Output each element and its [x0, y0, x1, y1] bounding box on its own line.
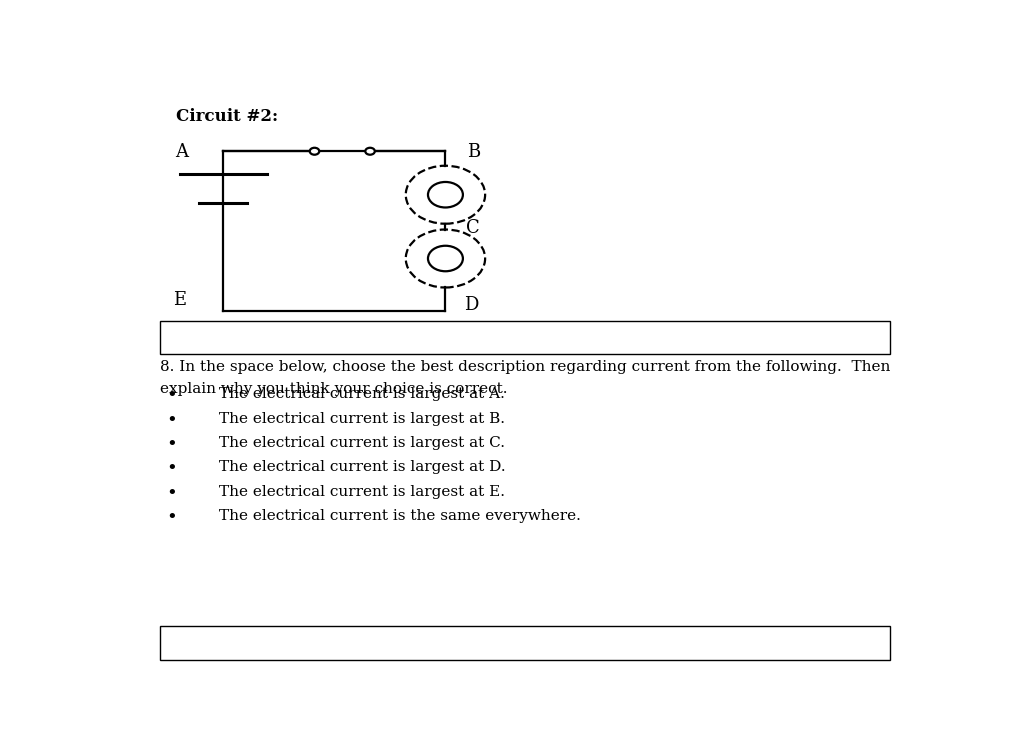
Text: The electrical current is largest at A.: The electrical current is largest at A.: [219, 387, 505, 401]
Text: E: E: [173, 291, 186, 309]
Text: explain why you think your choice is correct.: explain why you think your choice is cor…: [160, 382, 507, 396]
Text: •: •: [166, 509, 177, 527]
Text: B: B: [467, 143, 480, 161]
Text: The electrical current is largest at E.: The electrical current is largest at E.: [219, 485, 505, 498]
Text: •: •: [166, 460, 177, 478]
Text: The electrical current is largest at D.: The electrical current is largest at D.: [219, 460, 506, 474]
Text: A: A: [175, 143, 188, 161]
Text: Circuit #2:: Circuit #2:: [176, 108, 278, 125]
Text: D: D: [464, 296, 478, 314]
Text: •: •: [166, 485, 177, 503]
Text: The electrical current is the same everywhere.: The electrical current is the same every…: [219, 509, 582, 523]
Bar: [160, 626, 890, 660]
Text: •: •: [166, 412, 177, 429]
Circle shape: [309, 148, 319, 154]
Text: The electrical current is largest at C.: The electrical current is largest at C.: [219, 436, 505, 450]
Text: •: •: [166, 436, 177, 454]
Bar: [160, 321, 890, 354]
Text: C: C: [466, 219, 480, 237]
Text: The electrical current is largest at B.: The electrical current is largest at B.: [219, 412, 505, 425]
Text: •: •: [166, 387, 177, 405]
Text: 8. In the space below, choose the best description regarding current from the fo: 8. In the space below, choose the best d…: [160, 360, 890, 374]
Circle shape: [366, 148, 375, 154]
